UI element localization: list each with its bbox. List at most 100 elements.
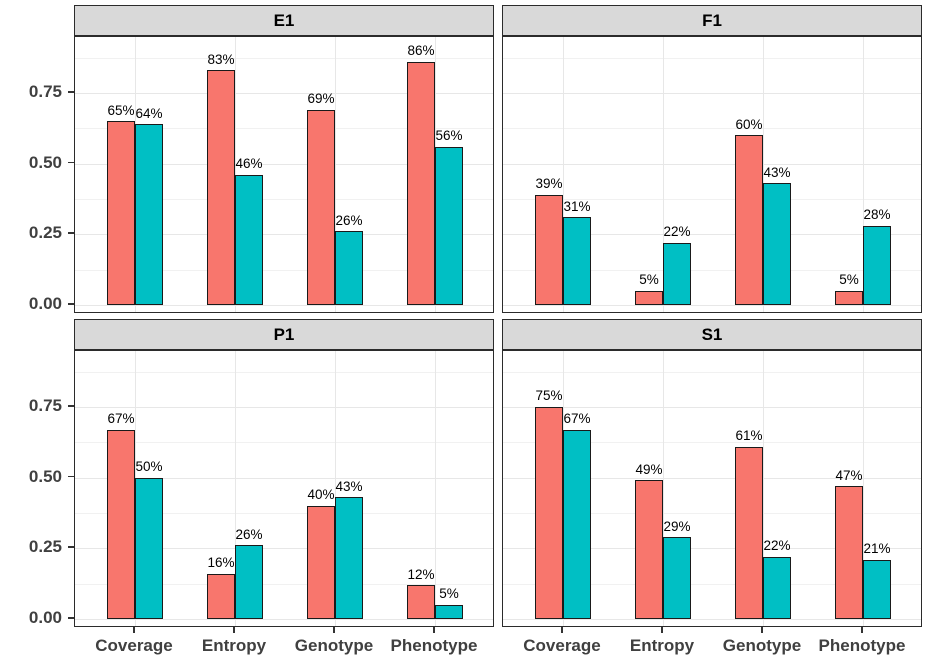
bar-value-label: 12% [407, 566, 435, 582]
bar-value-label: 65% [107, 102, 135, 118]
bar-e1-phenotype-series-red [407, 61, 435, 305]
gridline-major [503, 477, 921, 479]
gridline-vertical [863, 351, 864, 626]
bar-value-label: 67% [563, 411, 591, 427]
x-axis-category-label: Genotype [294, 636, 374, 655]
gridline-major [75, 477, 493, 479]
bar-value-label: 40% [307, 487, 335, 503]
y-axis-tick-label: 0.50 [28, 152, 62, 172]
gridline-minor [503, 128, 921, 130]
bar-value-label: 39% [535, 176, 563, 192]
x-axis-tick [561, 627, 563, 633]
bar-p1-genotype-series-red [307, 505, 335, 619]
gridline-minor [503, 198, 921, 200]
gridline-minor [75, 583, 493, 585]
gridline-vertical [335, 37, 336, 312]
bar-p1-coverage-series-teal [135, 477, 163, 619]
gridline-major [75, 619, 493, 620]
gridline-major [75, 92, 493, 94]
y-axis-tick [68, 404, 74, 407]
gridline-minor [75, 442, 493, 444]
gridline-major [503, 92, 921, 94]
x-axis-category-label: Entropy [201, 636, 267, 655]
gridline-minor [75, 57, 493, 59]
bar-f1-genotype-series-red [735, 135, 763, 305]
x-axis-category-label: Phenotype [390, 636, 478, 655]
gridline-vertical [335, 351, 336, 626]
bar-value-label: 29% [663, 518, 691, 534]
bar-value-label: 83% [207, 51, 235, 67]
bar-f1-entropy-series-red [635, 290, 663, 305]
gridline-minor [75, 512, 493, 514]
x-axis-tick [133, 627, 135, 633]
gridline-major [503, 305, 921, 306]
gridline-vertical [663, 351, 664, 626]
bar-e1-genotype-series-red [307, 109, 335, 305]
x-axis-tick [433, 627, 435, 633]
y-axis-tick [68, 617, 74, 619]
y-axis-tick [68, 161, 74, 164]
bar-value-label: 43% [763, 164, 791, 180]
y-axis-tick-label: 0.75 [28, 81, 62, 101]
gridline-major [75, 163, 493, 165]
x-axis-tick [861, 627, 863, 633]
gridline-major [75, 548, 493, 550]
facet-strip-f1: F1 [502, 5, 922, 36]
gridline-vertical [763, 37, 764, 312]
bar-f1-coverage-series-red [535, 194, 563, 305]
gridline-vertical [235, 37, 236, 312]
x-axis-tick [233, 627, 235, 633]
bar-f1-phenotype-series-teal [863, 225, 891, 305]
gridline-major [503, 406, 921, 408]
gridline-major [75, 234, 493, 236]
bar-value-label: 47% [835, 467, 863, 483]
facet-panel-f1: 39% 31% 5% 22% 60% 43% 5% 28% [502, 36, 922, 313]
y-axis-tick-label: 0.25 [28, 223, 62, 243]
gridline-minor [75, 198, 493, 200]
gridline-minor [503, 442, 921, 444]
bar-f1-entropy-series-teal [663, 242, 691, 305]
gridline-vertical [863, 37, 864, 312]
bar-value-label: 50% [135, 459, 163, 475]
gridline-vertical [235, 351, 236, 626]
bar-f1-phenotype-series-red [835, 290, 863, 305]
bar-value-label: 21% [863, 541, 891, 557]
bar-s1-coverage-series-red [535, 406, 563, 619]
bar-value-label: 26% [335, 212, 363, 228]
y-axis-tick-label: 0.50 [28, 466, 62, 486]
bar-value-label: 75% [535, 388, 563, 404]
y-axis-tick-label: 0.25 [28, 537, 62, 557]
bar-s1-phenotype-series-red [835, 486, 863, 619]
bar-value-label: 31% [563, 198, 591, 214]
facet-panel-p1: 67% 50% 16% 26% 40% 43% 12% 5% [74, 350, 494, 627]
bar-s1-entropy-series-teal [663, 537, 691, 619]
bar-e1-entropy-series-red [207, 70, 235, 305]
bar-value-label: 43% [335, 478, 363, 494]
gridline-minor [503, 583, 921, 585]
bar-e1-coverage-series-red [107, 121, 135, 305]
bar-value-label: 60% [735, 116, 763, 132]
bar-s1-phenotype-series-teal [863, 559, 891, 619]
bar-p1-entropy-series-red [207, 573, 235, 619]
gridline-vertical [435, 351, 436, 626]
bar-e1-phenotype-series-teal [435, 146, 463, 305]
bar-value-label: 16% [207, 555, 235, 571]
y-axis-tick-label: 0.00 [28, 608, 62, 627]
x-axis-tick [761, 627, 763, 633]
bar-p1-phenotype-series-teal [435, 604, 463, 619]
bar-value-label: 22% [663, 224, 691, 240]
gridline-minor [75, 371, 493, 373]
bar-s1-entropy-series-red [635, 480, 663, 619]
facet-title: S1 [701, 324, 723, 344]
y-axis-tick [68, 90, 74, 93]
bar-value-label: 5% [639, 272, 659, 288]
gridline-minor [75, 269, 493, 271]
facet-strip-s1: S1 [502, 319, 922, 350]
bar-value-label: 49% [635, 461, 663, 477]
gridline-minor [503, 512, 921, 514]
x-axis-category-label: Coverage [523, 636, 601, 655]
facet-title: P1 [273, 324, 295, 344]
x-axis-tick [333, 627, 335, 633]
x-axis-category-label: Genotype [722, 636, 802, 655]
